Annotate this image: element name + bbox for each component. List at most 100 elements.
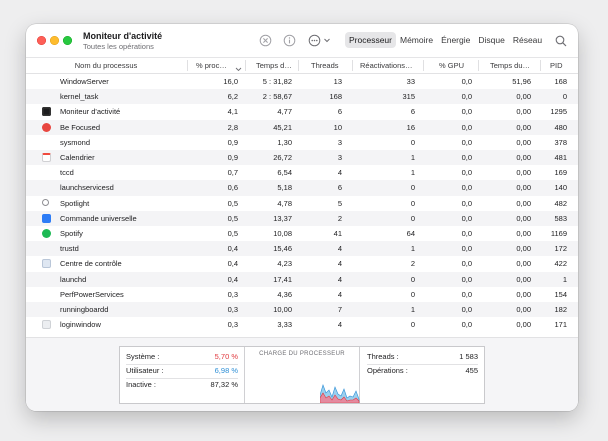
- process-time: 5 : 31,82: [262, 77, 292, 86]
- idle-value: 87,32 %: [210, 380, 238, 389]
- process-name: launchservicesd: [60, 183, 114, 193]
- process-pid: 1295: [550, 107, 567, 117]
- search-icon[interactable]: [555, 34, 567, 52]
- process-name: Be Focused: [60, 122, 101, 132]
- process-time: 4,77: [277, 107, 292, 117]
- process-threads: 4: [337, 274, 342, 284]
- process-name: trustd: [60, 244, 79, 254]
- process-pid: 0: [562, 92, 567, 102]
- process-wakeups: 2: [410, 259, 415, 269]
- table-row[interactable]: Moniteur d'activité 4,1 4,77 6 6 0,0 0,00 1295: [26, 104, 578, 119]
- process-cpu: 0,5: [227, 229, 238, 238]
- table-row[interactable]: runningboardd 0,3 10,00 7 1 0,0 0,00 182: [26, 302, 578, 318]
- process-gpu: 0,0: [461, 320, 472, 330]
- process-gputime: 0,00: [516, 259, 531, 269]
- process-gputime: 0,00: [516, 122, 531, 132]
- info-icon[interactable]: [283, 34, 296, 47]
- process-name: tccd: [60, 168, 74, 178]
- table-row[interactable]: Calendrier 0,9 26,72 3 1 0,0 0,00 481: [26, 150, 578, 166]
- table-row[interactable]: Centre de contrôle 0,4 4,23 4 2 0,0 0,00 422: [26, 256, 578, 271]
- more-options-icon[interactable]: [308, 34, 321, 47]
- tab-reseau[interactable]: Réseau: [512, 35, 543, 45]
- column-header-cpu-time[interactable]: Temps d…: [256, 61, 292, 70]
- table-row[interactable]: loginwindow 0,3 3,33 4 0 0,0 0,00 171: [26, 317, 578, 332]
- user-value: 6,98 %: [214, 366, 238, 375]
- table-row[interactable]: launchd 0,4 17,41 4 0 0,0 0,00 1: [26, 271, 578, 287]
- process-gputime: 0,00: [516, 137, 531, 147]
- process-pid: 480: [554, 122, 567, 132]
- table-row[interactable]: Spotify 0,5 10,08 41 64 0,0 0,00 1169: [26, 226, 578, 241]
- close-window-button[interactable]: [37, 36, 46, 45]
- process-threads: 3: [337, 137, 342, 147]
- process-gputime: 0,00: [516, 153, 531, 162]
- table-row[interactable]: Be Focused 2,8 45,21 10 16 0,0 0,00 480: [26, 119, 578, 135]
- process-cpu: 0,5: [227, 213, 238, 223]
- process-cpu: 0,6: [227, 183, 238, 193]
- panel-divider: [359, 347, 360, 403]
- column-header-gpu-time[interactable]: Temps du…: [490, 61, 530, 70]
- table-row[interactable]: kernel_task 6,2 2 : 58,67 168 315 0,0 0,00 0: [26, 89, 578, 105]
- spotify-icon: [42, 229, 51, 238]
- process-gpu: 0,0: [461, 168, 472, 178]
- tab-memoire[interactable]: Mémoire: [400, 35, 434, 45]
- column-divider: [423, 60, 424, 71]
- process-gpu: 0,0: [461, 259, 472, 269]
- user-label: Utilisateur :: [126, 366, 164, 375]
- tab-energie[interactable]: Énergie: [441, 35, 471, 45]
- table-row[interactable]: PerfPowerServices 0,3 4,36 4 0 0,0 0,00 154: [26, 287, 578, 302]
- cpu-system-area: [320, 392, 360, 403]
- process-wakeups: 6: [410, 107, 415, 117]
- window-subtitle[interactable]: Toutes les opérations: [83, 42, 154, 51]
- table-row[interactable]: sysmond 0,9 1,30 3 0 0,0 0,00 378: [26, 135, 578, 150]
- process-pid: 172: [554, 244, 567, 254]
- process-gputime: 0,00: [516, 92, 531, 102]
- process-gpu: 0,0: [461, 122, 472, 132]
- process-time: 10,00: [273, 305, 292, 314]
- column-divider: [352, 60, 353, 71]
- spotlight-icon: [42, 198, 49, 206]
- table-row[interactable]: tccd 0,7 6,54 4 1 0,0 0,00 169: [26, 165, 578, 180]
- table-header: Nom du processus % proc… Temps d… Thread…: [26, 57, 578, 74]
- column-header-cpu[interactable]: % proc…: [196, 61, 227, 70]
- process-pid: 169: [554, 168, 567, 178]
- process-threads: 7: [337, 305, 342, 314]
- process-cpu: 16,0: [223, 77, 238, 86]
- zoom-window-button[interactable]: [63, 36, 72, 45]
- table-row[interactable]: Commande universelle 0,5 13,37 2 0 0,0 0,00 583: [26, 210, 578, 226]
- process-gpu: 0,0: [461, 77, 472, 86]
- row-divider: [126, 364, 238, 365]
- process-gputime: 0,00: [516, 168, 531, 178]
- table-row[interactable]: launchservicesd 0,6 5,18 6 0 0,0 0,00 140: [26, 180, 578, 196]
- table-row[interactable]: trustd 0,4 15,46 4 1 0,0 0,00 172: [26, 241, 578, 257]
- tab-disque[interactable]: Disque: [478, 35, 505, 45]
- row-divider: [126, 378, 238, 379]
- process-wakeups: 1: [410, 153, 415, 162]
- minimize-window-button[interactable]: [50, 36, 59, 45]
- process-cpu: 0,4: [227, 244, 238, 254]
- chevron-down-icon[interactable]: [323, 34, 331, 47]
- process-gputime: 0,00: [516, 183, 531, 193]
- process-time: 6,54: [277, 168, 292, 178]
- process-gputime: 51,96: [512, 77, 531, 86]
- process-cpu: 0,4: [227, 259, 238, 269]
- process-cpu: 0,3: [227, 305, 238, 314]
- table-row[interactable]: Spotlight 0,5 4,78 5 0 0,0 0,00 482: [26, 196, 578, 211]
- process-wakeups: 0: [410, 289, 415, 299]
- column-header-threads[interactable]: Threads: [311, 61, 339, 70]
- table-row[interactable]: WindowServer 16,0 5 : 31,82 13 33 0,0 51,96 168: [26, 74, 578, 89]
- column-header-name[interactable]: Nom du processus: [74, 61, 138, 70]
- process-cpu: 4,1: [227, 107, 238, 117]
- column-header-wakeups[interactable]: Réactivations…: [360, 61, 413, 70]
- sort-descending-icon[interactable]: [235, 61, 242, 79]
- column-header-gpu[interactable]: % GPU: [439, 61, 465, 70]
- idle-label: Inactive :: [126, 380, 157, 389]
- universal-control-icon: [42, 213, 51, 223]
- process-wakeups: 1: [410, 305, 415, 314]
- column-header-pid[interactable]: PID: [550, 61, 563, 70]
- process-cpu: 0,4: [227, 274, 238, 284]
- column-divider: [540, 60, 541, 71]
- tab-processeur[interactable]: Processeur: [345, 32, 396, 48]
- close-process-icon[interactable]: [259, 34, 272, 47]
- cpu-summary-panel: Système : 5,70 % Utilisateur : 6,98 % In…: [119, 346, 485, 404]
- processes-value: 455: [465, 366, 478, 375]
